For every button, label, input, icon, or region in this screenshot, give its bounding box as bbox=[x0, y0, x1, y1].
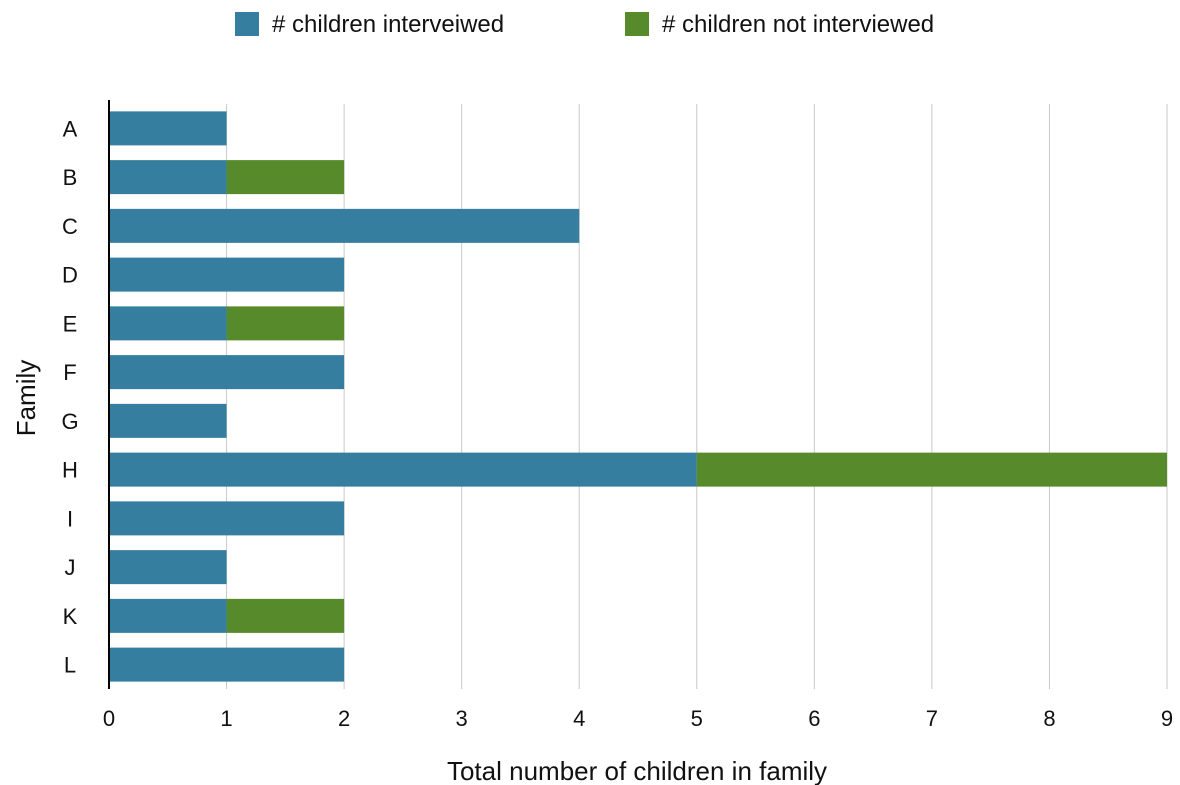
y-tick-label: G bbox=[61, 409, 78, 434]
y-tick-label: J bbox=[65, 555, 76, 580]
y-tick-label: I bbox=[67, 506, 73, 531]
y-tick-label: F bbox=[63, 360, 76, 385]
x-tick-label: 4 bbox=[573, 706, 585, 731]
x-tick-label: 2 bbox=[338, 706, 350, 731]
bar-d-series-1 bbox=[109, 257, 345, 292]
x-tick-label: 5 bbox=[691, 706, 703, 731]
bar-k-series-2 bbox=[226, 598, 345, 633]
x-tick-label: 9 bbox=[1161, 706, 1173, 731]
bar-b-series-2 bbox=[226, 160, 345, 195]
bars bbox=[109, 111, 1167, 682]
bar-i-series-1 bbox=[109, 501, 345, 536]
bar-l-series-1 bbox=[109, 647, 345, 682]
x-tick-label: 3 bbox=[456, 706, 468, 731]
legend-swatch bbox=[235, 12, 259, 36]
legend-swatch bbox=[625, 12, 649, 36]
bar-e-series-2 bbox=[226, 306, 345, 341]
y-tick-label: H bbox=[62, 458, 78, 483]
legend-label: # children interveiwed bbox=[272, 11, 504, 38]
x-axis-title: Total number of children in family bbox=[447, 756, 827, 785]
y-tick-label: L bbox=[64, 653, 76, 678]
y-tick-label: K bbox=[63, 604, 78, 629]
bar-b-series-1 bbox=[109, 160, 227, 195]
bar-a-series-1 bbox=[109, 111, 227, 146]
y-axis-title: Family bbox=[11, 360, 41, 437]
y-tick-label: E bbox=[63, 311, 78, 336]
legend: # children interveiwed # children not int… bbox=[235, 11, 934, 38]
grid-lines bbox=[226, 104, 1168, 689]
y-tick-label: A bbox=[63, 116, 78, 141]
y-tick-label: B bbox=[63, 165, 78, 190]
bar-g-series-1 bbox=[109, 403, 227, 438]
x-tick-label: 7 bbox=[926, 706, 938, 731]
x-tick-label: 6 bbox=[808, 706, 820, 731]
x-tick-label: 1 bbox=[220, 706, 232, 731]
legend-label: # children not interviewed bbox=[662, 11, 934, 38]
x-tick-label: 8 bbox=[1043, 706, 1055, 731]
y-tick-label: C bbox=[62, 214, 78, 239]
y-tick-label: D bbox=[62, 263, 78, 288]
bar-f-series-1 bbox=[109, 355, 345, 390]
bar-h-series-2 bbox=[696, 452, 1167, 487]
bar-e-series-1 bbox=[109, 306, 227, 341]
bar-h-series-1 bbox=[109, 452, 697, 487]
bar-k-series-1 bbox=[109, 598, 227, 633]
bar-j-series-1 bbox=[109, 550, 227, 585]
bar-c-series-1 bbox=[109, 208, 580, 243]
x-tick-labels: 0 1 2 3 4 5 6 7 8 9 bbox=[103, 706, 1173, 731]
x-tick-label: 0 bbox=[103, 706, 115, 731]
